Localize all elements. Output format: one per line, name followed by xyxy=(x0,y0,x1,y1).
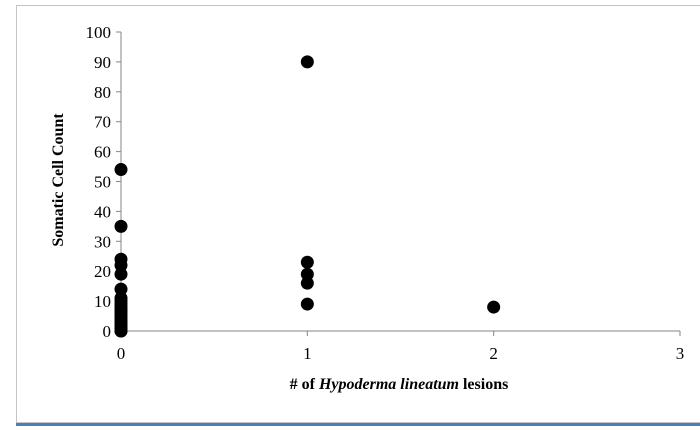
data-point xyxy=(114,267,128,281)
data-point xyxy=(300,255,314,269)
data-points xyxy=(114,55,501,338)
x-tick-label: 0 xyxy=(117,344,126,363)
data-point xyxy=(300,276,314,290)
y-tick-label: 100 xyxy=(86,23,112,42)
x-axis-title: # of Hypoderma lineatum lesions xyxy=(290,376,509,393)
data-point xyxy=(487,300,501,314)
y-tick-label: 30 xyxy=(94,232,111,251)
y-tick-label: 70 xyxy=(94,113,111,132)
x-axis-title-part: lesions xyxy=(459,376,508,393)
data-point xyxy=(114,163,128,177)
data-point xyxy=(114,303,128,317)
data-point xyxy=(114,282,128,296)
x-tick-label: 1 xyxy=(303,344,312,363)
x-tick-label: 3 xyxy=(676,344,685,363)
y-tick-label: 90 xyxy=(94,53,111,72)
data-point xyxy=(300,55,314,69)
y-tick-label: 50 xyxy=(94,173,111,192)
x-axis-title-part: # of xyxy=(290,376,319,393)
y-tick-label: 80 xyxy=(94,83,111,102)
data-point xyxy=(300,267,314,281)
y-tick-label: 10 xyxy=(94,292,111,311)
y-axis-ticks: 0 10 20 30 40 50 60 70 80 90 100 xyxy=(86,23,121,341)
y-tick-label: 20 xyxy=(94,262,111,281)
y-tick-label: 40 xyxy=(94,202,111,221)
chart-frame xyxy=(16,5,700,423)
axes xyxy=(120,32,680,332)
data-point xyxy=(114,258,128,272)
x-axis-title-part: Hypoderma lineatum xyxy=(318,376,459,393)
y-tick-label: 60 xyxy=(94,143,111,162)
x-axis-ticks: 0 1 2 3 xyxy=(117,331,685,363)
data-point xyxy=(114,219,128,233)
y-tick-label: 0 xyxy=(103,322,112,341)
y-axis-title: Somatic Cell Count xyxy=(50,113,67,247)
data-point xyxy=(300,297,314,311)
bottom-accent-bar xyxy=(16,423,700,426)
x-tick-label: 2 xyxy=(489,344,498,363)
